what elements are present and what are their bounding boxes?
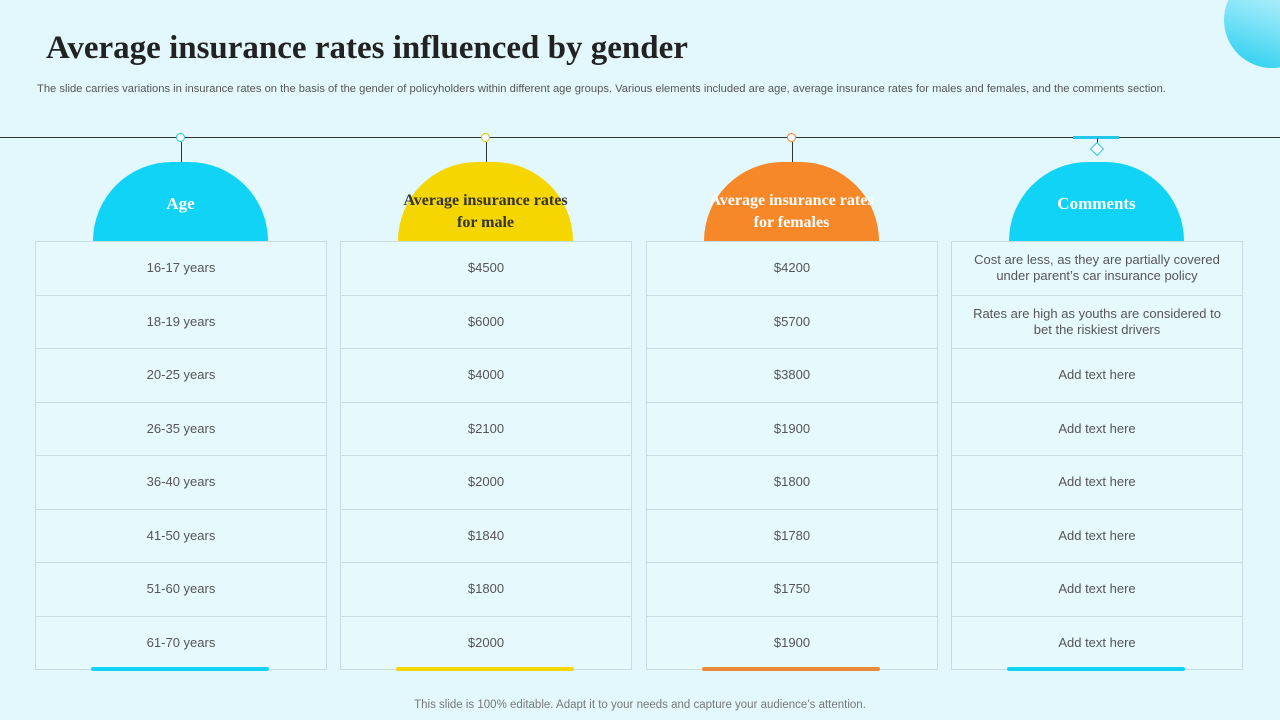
table-cell: $1800 bbox=[341, 563, 631, 617]
connector-cap bbox=[1073, 136, 1119, 139]
column-male-rates: Average insurance rates for male $4500 $… bbox=[340, 130, 632, 675]
connector-stem bbox=[181, 142, 182, 162]
table-cell: 36-40 years bbox=[36, 456, 326, 510]
column-header-age: Age bbox=[93, 162, 268, 241]
table-cell: 16-17 years bbox=[36, 242, 326, 296]
table-cell: $4200 bbox=[647, 242, 937, 296]
table-cell: $3800 bbox=[647, 349, 937, 403]
column-header-male: Average insurance rates for male bbox=[398, 162, 573, 241]
table-cell: $4000 bbox=[341, 349, 631, 403]
connector-dot bbox=[176, 133, 185, 142]
connector-dot bbox=[481, 133, 490, 142]
connector-stem bbox=[792, 142, 793, 162]
table-cell: 41-50 years bbox=[36, 510, 326, 563]
accent-bar bbox=[702, 667, 880, 671]
table-cell: $4500 bbox=[341, 242, 631, 296]
page-subtitle: The slide carries variations in insuranc… bbox=[37, 83, 1166, 95]
table-cell: Add text here bbox=[952, 403, 1242, 456]
table-cell: Rates are high as youths are considered … bbox=[952, 296, 1242, 349]
table-cell: $1900 bbox=[647, 403, 937, 456]
accent-bar bbox=[396, 667, 574, 671]
decorative-corner-circle bbox=[1224, 0, 1280, 68]
table-cell: $1840 bbox=[341, 510, 631, 563]
column-header-comments: Comments bbox=[1009, 162, 1184, 241]
column-header-female: Average insurance rates for females bbox=[704, 162, 879, 241]
table-cell: $6000 bbox=[341, 296, 631, 349]
table-cell: $2000 bbox=[341, 456, 631, 510]
accent-bar bbox=[1007, 667, 1185, 671]
table-cell: Add text here bbox=[952, 563, 1242, 617]
table-cell: $5700 bbox=[647, 296, 937, 349]
comments-table: Cost are less, as they are partially cov… bbox=[951, 241, 1243, 670]
table-cell: Add text here bbox=[952, 456, 1242, 510]
table-cell: Add text here bbox=[1058, 635, 1136, 651]
connector-stem bbox=[486, 142, 487, 162]
table-cell: 51-60 years bbox=[36, 563, 326, 617]
table-cell: 26-35 years bbox=[36, 403, 326, 456]
table-cell: $1900 bbox=[773, 635, 811, 651]
page-title: Average insurance rates influenced by ge… bbox=[46, 30, 688, 66]
table-cell: $1780 bbox=[647, 510, 937, 563]
accent-bar bbox=[91, 667, 269, 671]
footer-note: This slide is 100% editable. Adapt it to… bbox=[414, 699, 866, 711]
female-rates-table: $4200 $5700 $3800 $1900 $1800 $1780 $175… bbox=[646, 241, 938, 670]
table-cell: $2100 bbox=[341, 403, 631, 456]
male-rates-table: $4500 $6000 $4000 $2100 $2000 $1840 $180… bbox=[340, 241, 632, 670]
table-cell: 18-19 years bbox=[36, 296, 326, 349]
table-cell: Cost are less, as they are partially cov… bbox=[952, 242, 1242, 296]
table-cell: $2000 bbox=[467, 635, 505, 651]
connector-dot bbox=[787, 133, 796, 142]
table-cell: 61-70 years bbox=[146, 635, 216, 651]
table-cell: $1750 bbox=[647, 563, 937, 617]
table-cell: Add text here bbox=[952, 349, 1242, 403]
table-cell: Add text here bbox=[952, 510, 1242, 563]
connector-diamond bbox=[1089, 141, 1105, 157]
column-comments: Comments Cost are less, as they are part… bbox=[951, 130, 1243, 675]
table-cell: $1800 bbox=[647, 456, 937, 510]
age-table: 16-17 years 18-19 years 20-25 years 26-3… bbox=[35, 241, 327, 670]
table-cell: 20-25 years bbox=[36, 349, 326, 403]
column-female-rates: Average insurance rates for females $420… bbox=[646, 130, 938, 675]
timeline-divider bbox=[0, 137, 1280, 138]
column-age: Age 16-17 years 18-19 years 20-25 years … bbox=[35, 130, 327, 675]
